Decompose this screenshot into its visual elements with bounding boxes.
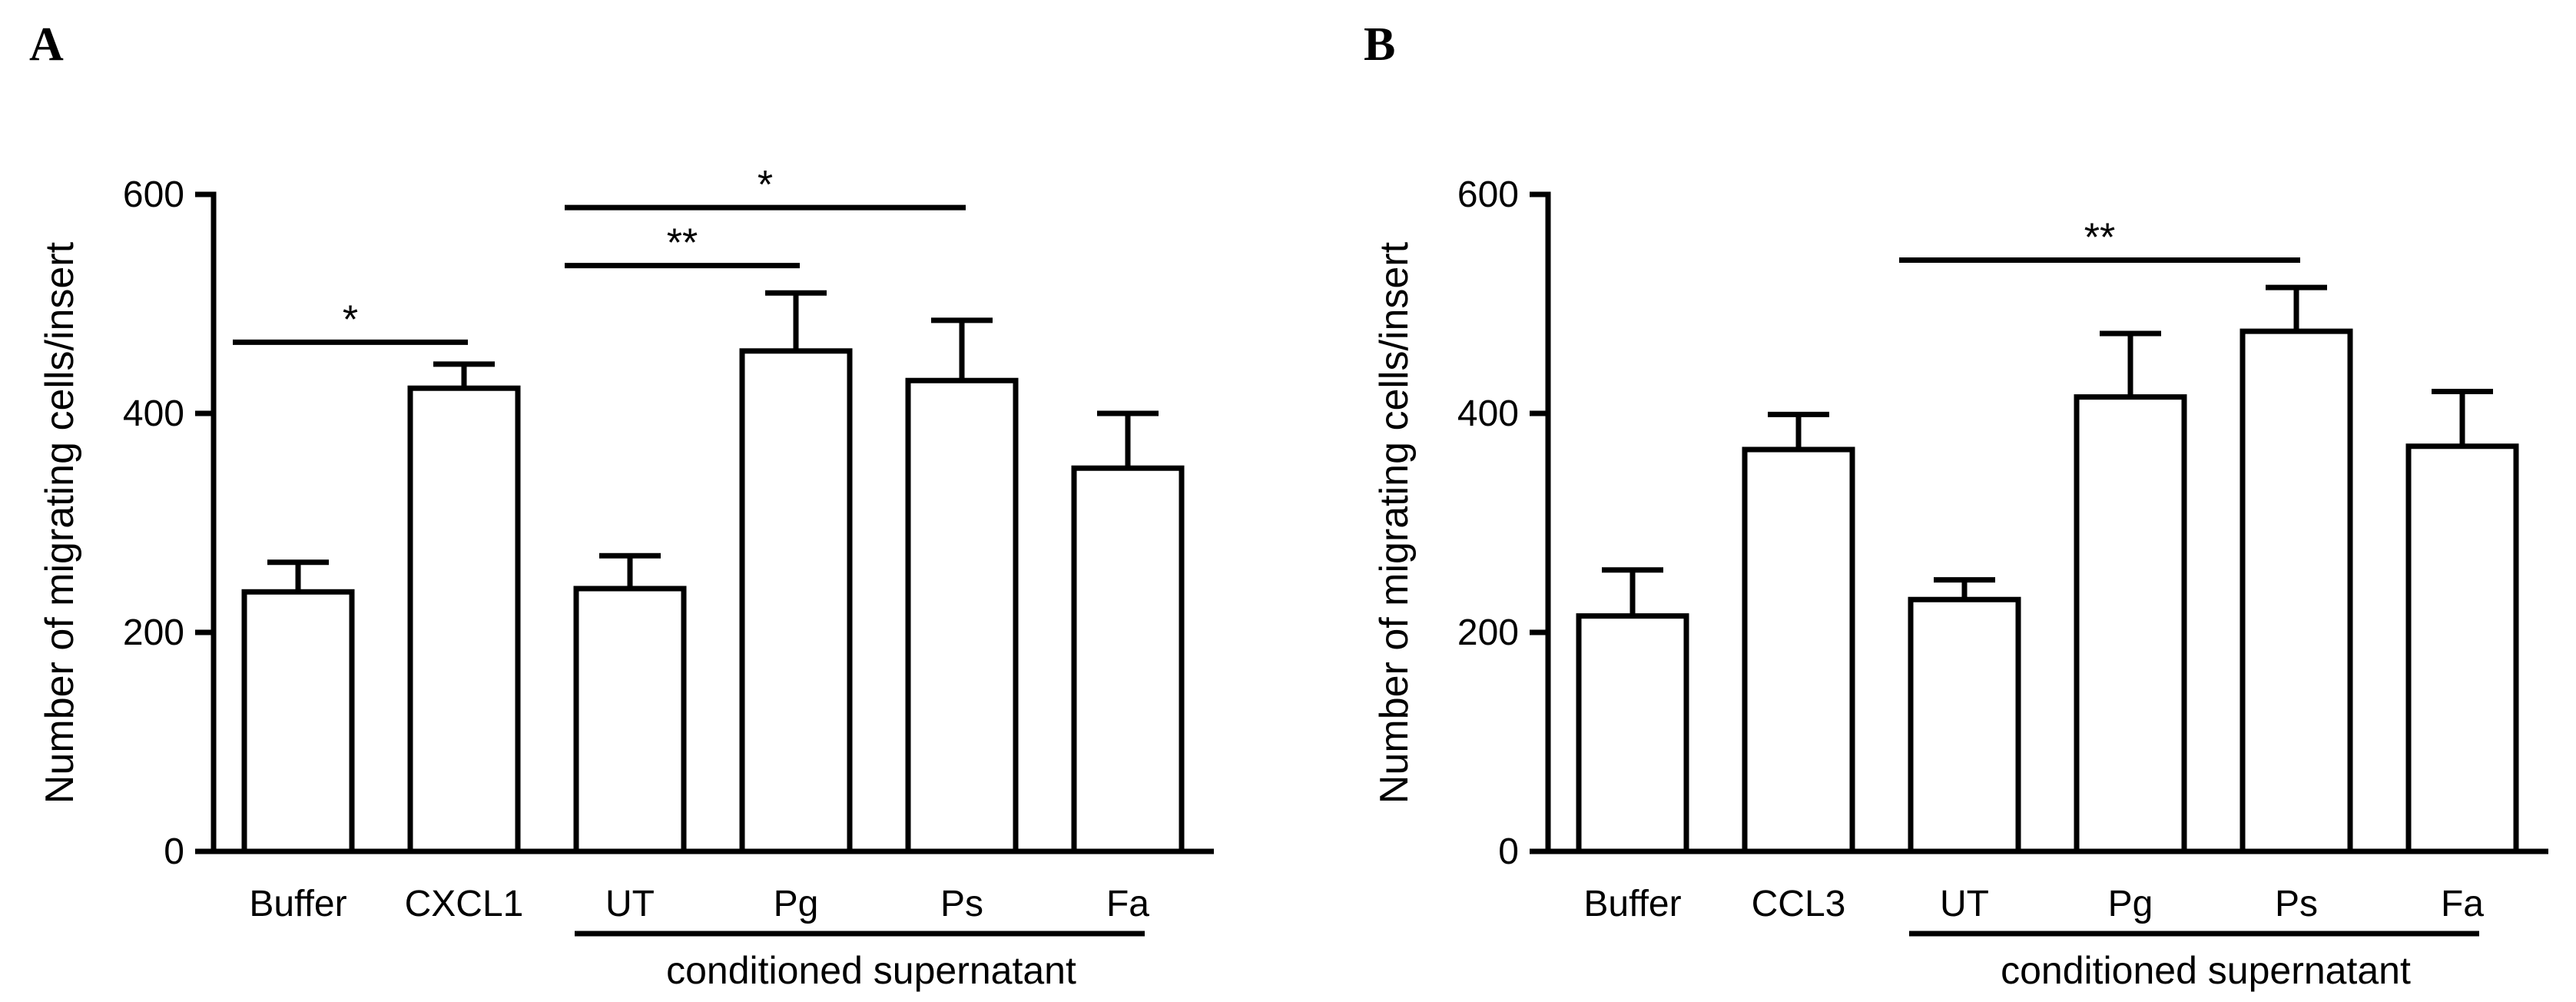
x-tick-label: Fa [2441, 884, 2484, 924]
bar [905, 377, 1019, 854]
x-tick-label: Ps [940, 884, 983, 924]
bar [2239, 328, 2353, 854]
y-tick-label: 0 [1498, 831, 1519, 872]
bar [1576, 613, 1689, 854]
bar [2074, 394, 2187, 854]
y-tick-label: 400 [1457, 393, 1519, 434]
bar [739, 348, 853, 854]
x-tick-label: Pg [774, 884, 819, 924]
x-tick-label: Ps [2275, 884, 2318, 924]
x-tick-label: Pg [2108, 884, 2153, 924]
y-tick-label: 0 [164, 831, 184, 872]
y-tick-label: 200 [123, 612, 184, 653]
bar [2405, 443, 2519, 854]
x-tick-label: CXCL1 [405, 884, 524, 924]
group-label: conditioned supernatant [2001, 949, 2411, 992]
panel-label: A [29, 18, 64, 71]
y-axis-title: Number of migrating cells/insert [1372, 241, 1417, 804]
bar [241, 589, 355, 854]
x-tick-label: UT [605, 884, 655, 924]
x-tick-label: Fa [1106, 884, 1149, 924]
y-tick-label: 200 [1457, 612, 1519, 653]
significance-label: ** [667, 221, 698, 266]
significance-label: * [343, 297, 358, 342]
group-label: conditioned supernatant [666, 949, 1076, 992]
significance-label: * [758, 163, 773, 207]
x-tick-label: UT [1940, 884, 1989, 924]
x-tick-label: Buffer [249, 884, 346, 924]
bar [407, 385, 521, 854]
significance-label: ** [2084, 216, 2115, 260]
x-tick-label: CCL3 [1752, 884, 1846, 924]
bar [1742, 446, 1855, 854]
y-tick-label: 600 [1457, 174, 1519, 215]
y-tick-label: 400 [123, 393, 184, 434]
panel-label: B [1364, 18, 1395, 71]
bar [1071, 465, 1185, 854]
y-tick-label: 600 [123, 174, 184, 215]
bar [1908, 596, 2021, 854]
bar [573, 586, 687, 854]
y-axis-title: Number of migrating cells/insert [38, 241, 82, 804]
x-tick-label: Buffer [1583, 884, 1681, 924]
